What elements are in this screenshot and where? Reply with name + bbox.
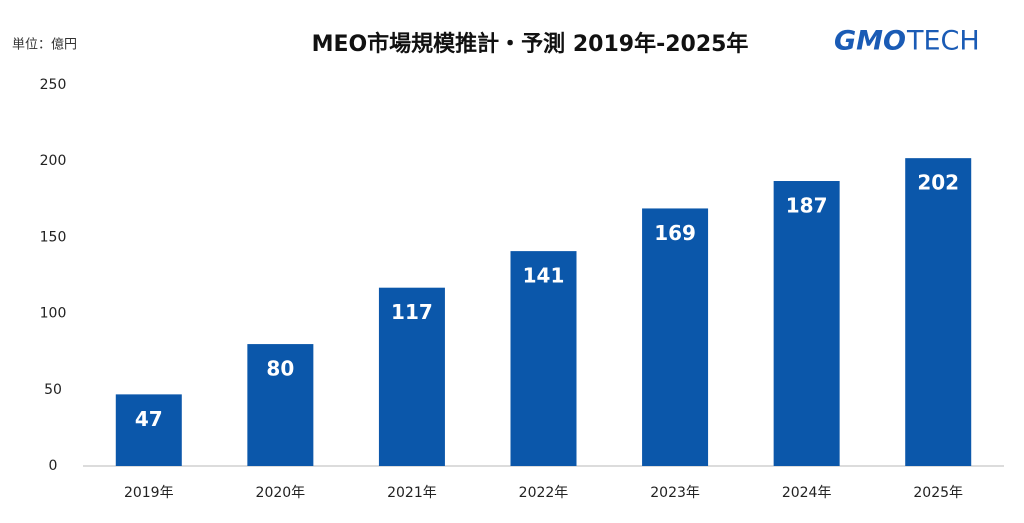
bar <box>247 344 314 466</box>
bar <box>905 158 972 467</box>
bar <box>378 287 445 466</box>
unit-label: 単位：億円 <box>12 37 77 53</box>
y-tick-label: 50 <box>44 382 62 398</box>
y-tick-label: 150 <box>40 229 67 245</box>
data-label: 80 <box>266 357 294 381</box>
x-tick-label: 2023年 <box>650 485 700 501</box>
x-tick-label: 2025年 <box>913 485 963 501</box>
x-tick-label: 2021年 <box>387 485 437 501</box>
data-label: 117 <box>391 300 433 324</box>
chart-title: MEO市場規模推計・予測 2019年-2025年 <box>312 31 749 57</box>
y-tick-label: 100 <box>40 306 67 322</box>
bar <box>642 208 709 466</box>
y-tick-label: 250 <box>40 77 67 93</box>
data-label: 47 <box>135 407 163 431</box>
logo-mark: GMO <box>834 26 906 57</box>
bar <box>115 394 182 466</box>
x-tick-label: 2020年 <box>256 485 306 501</box>
x-tick-label: 2022年 <box>519 485 569 501</box>
data-label: 187 <box>786 194 828 218</box>
data-label: 141 <box>523 264 565 288</box>
data-label: 169 <box>654 221 696 245</box>
y-tick-label: 200 <box>40 153 67 169</box>
data-label: 202 <box>917 171 959 195</box>
x-tick-label: 2019年 <box>124 485 174 501</box>
x-tick-label: 2024年 <box>782 485 832 501</box>
bar <box>510 251 577 466</box>
logo-text: TECH <box>906 26 980 57</box>
y-tick-label: 0 <box>49 458 58 474</box>
bar <box>773 181 840 466</box>
